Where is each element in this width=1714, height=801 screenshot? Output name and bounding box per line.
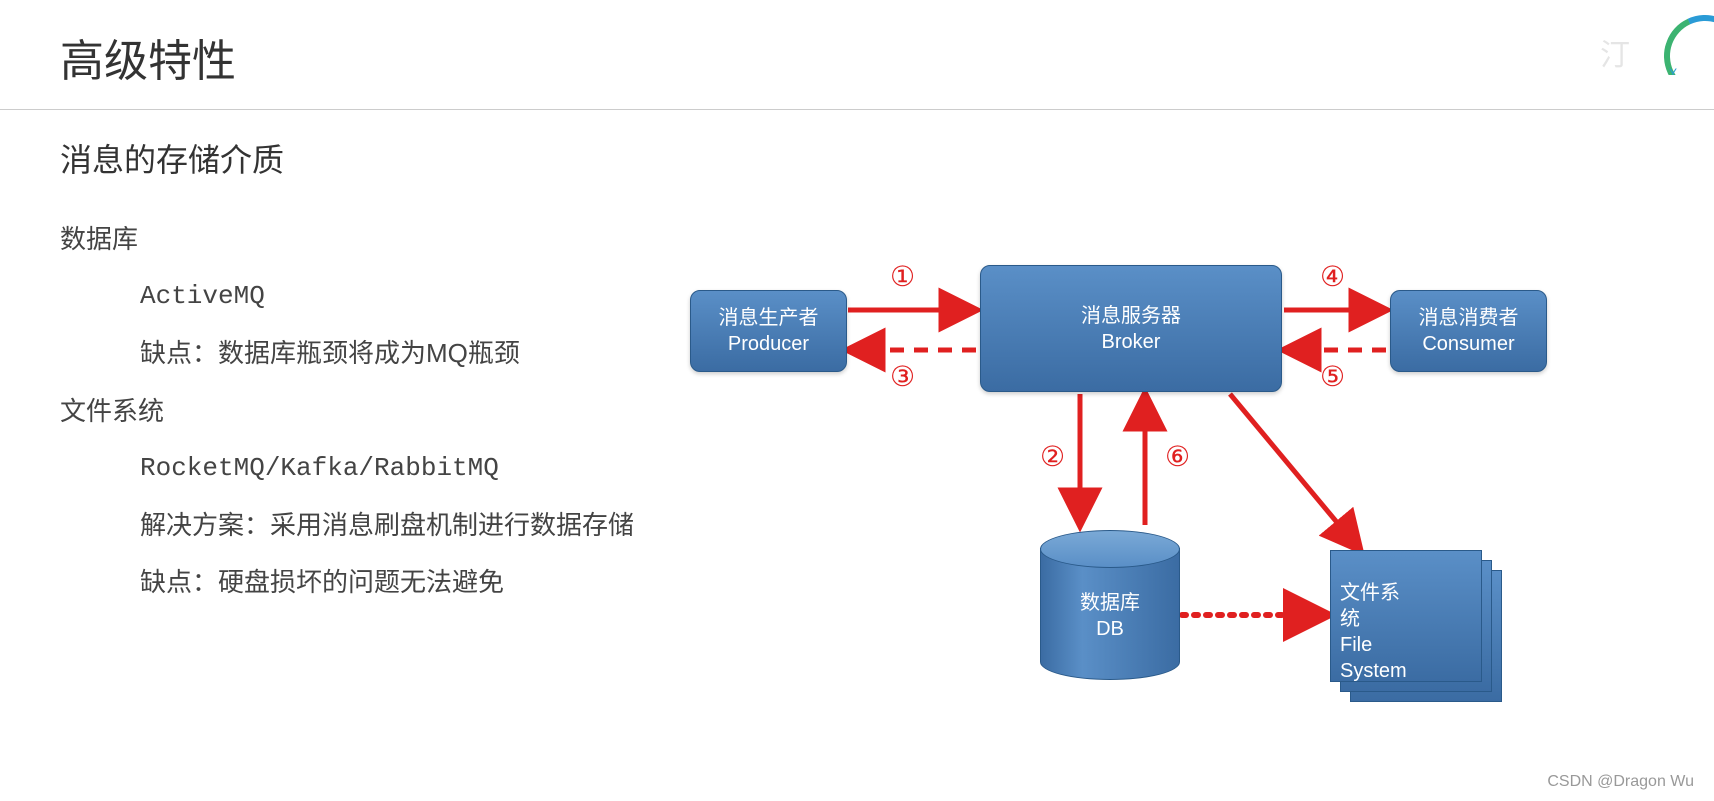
node-db: 数据库 DB	[1040, 530, 1180, 680]
node-broker-l2: Broker	[1102, 329, 1161, 355]
node-consumer-l1: 消息消费者	[1419, 305, 1519, 331]
edge-label-e1: ①	[890, 260, 915, 294]
node-consumer: 消息消费者 Consumer	[1390, 290, 1547, 372]
edge-e7	[1230, 394, 1360, 550]
logo-icon: Y	[1654, 15, 1714, 75]
node-fs-l3: System	[1340, 658, 1407, 684]
node-fs-l1: 文件系统	[1340, 580, 1407, 632]
node-broker: 消息服务器 Broker	[980, 265, 1282, 392]
edge-label-e4: ④	[1320, 260, 1345, 294]
watermark: CSDN @Dragon Wu	[1547, 773, 1694, 791]
architecture-diagram: 消息生产者 Producer 消息服务器 Broker 消息消费者 Consum…	[670, 250, 1570, 730]
edge-label-e5: ⑤	[1320, 360, 1345, 394]
node-db-l1: 数据库	[1040, 590, 1180, 616]
page-title: 高级特性	[60, 25, 1654, 89]
node-fs-l2: File	[1340, 632, 1407, 658]
subtitle: 消息的存储介质	[0, 110, 1714, 191]
node-producer: 消息生产者 Producer	[690, 290, 847, 372]
edge-label-e6: ⑥	[1165, 440, 1190, 474]
logo-watermark-text: 汀	[1600, 30, 1634, 74]
node-db-l2: DB	[1040, 616, 1180, 642]
node-broker-l1: 消息服务器	[1081, 303, 1181, 329]
logo-text: Y	[1669, 66, 1679, 75]
node-consumer-l2: Consumer	[1422, 331, 1514, 357]
edge-label-e3: ③	[890, 360, 915, 394]
node-producer-l2: Producer	[728, 331, 809, 357]
edge-label-e2: ②	[1040, 440, 1065, 474]
node-producer-l1: 消息生产者	[719, 305, 819, 331]
